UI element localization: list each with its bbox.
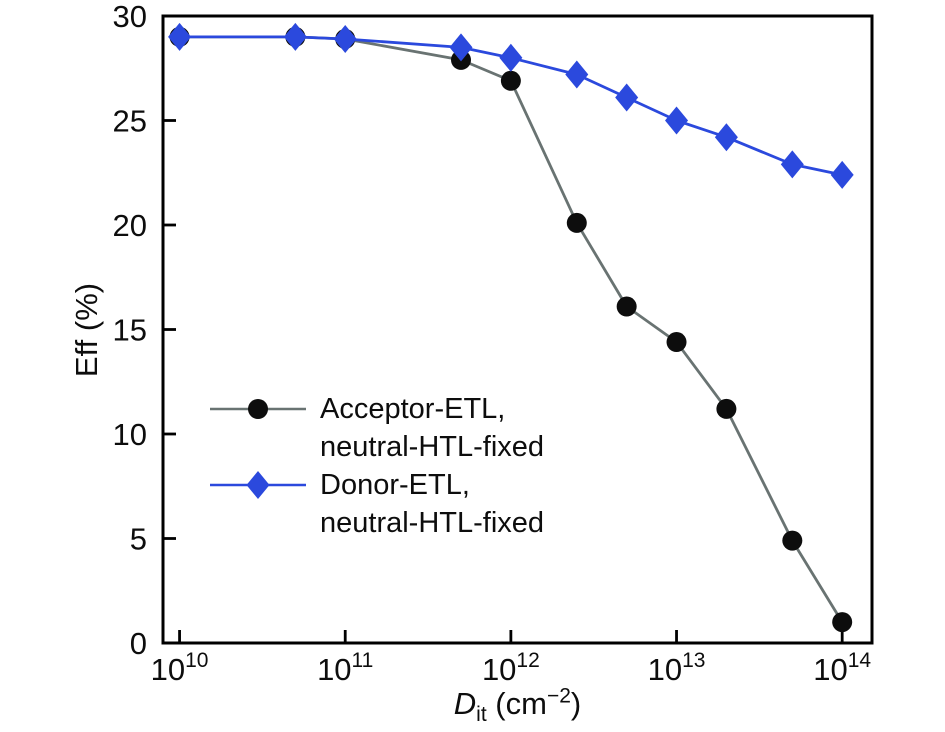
data-point-diamond <box>780 150 804 179</box>
legend-label-line1: Donor-ETL, <box>320 469 470 501</box>
x-axis-unit-exponent: −2 <box>546 684 571 708</box>
legend-label-line1: Acceptor-ETL, <box>320 393 506 425</box>
data-point-diamond <box>665 106 689 135</box>
plot-frame <box>161 14 874 645</box>
x-axis-title: Dit (cm−2) <box>163 684 872 726</box>
data-point-circle <box>666 332 687 353</box>
x-axis-unit-suffix: ) <box>570 686 582 721</box>
legend: Acceptor-ETL, neutral-HTL-fixed Donor-ET… <box>210 390 544 542</box>
data-point-diamond <box>714 123 738 152</box>
data-point-diamond <box>565 60 589 89</box>
data-point-circle <box>716 398 737 419</box>
x-tick-label: 1010 <box>151 649 209 687</box>
data-point-circle <box>616 296 637 317</box>
y-axis-title: Eff (%) <box>69 282 104 378</box>
x-axis-subscript: it <box>476 703 487 727</box>
data-point-diamond <box>615 83 639 112</box>
data-point-diamond <box>333 24 357 53</box>
legend-marker-diamond <box>210 471 306 499</box>
data-point-diamond <box>168 22 192 51</box>
data-point-circle <box>566 212 587 233</box>
legend-entry-donor-etl: Donor-ETL, neutral-HTL-fixed <box>210 466 544 542</box>
y-tick-label: 20 <box>113 208 147 243</box>
legend-text: Donor-ETL, neutral-HTL-fixed <box>320 466 544 542</box>
legend-text: Acceptor-ETL, neutral-HTL-fixed <box>320 390 544 466</box>
x-tick-label: 1011 <box>317 649 373 687</box>
data-point-diamond <box>499 43 523 72</box>
y-tick-label: 15 <box>113 313 147 348</box>
data-point-circle <box>832 612 853 633</box>
x-axis-variable: D <box>453 686 477 721</box>
x-tick-label: 1012 <box>482 649 540 687</box>
x-axis-unit-prefix: (cm <box>486 686 547 721</box>
data-point-circle <box>500 70 521 91</box>
y-tick-label: 5 <box>130 522 147 557</box>
y-tick-label: 25 <box>113 104 147 139</box>
legend-entry-acceptor-etl: Acceptor-ETL, neutral-HTL-fixed <box>210 390 544 466</box>
y-tick-label: 0 <box>130 626 147 661</box>
legend-marker-circle <box>210 399 306 419</box>
y-tick-label: 10 <box>113 417 147 452</box>
legend-label-line2: neutral-HTL-fixed <box>320 507 545 539</box>
y-tick-label: 30 <box>113 0 147 34</box>
data-point-diamond <box>283 22 307 51</box>
legend-label-line2: neutral-HTL-fixed <box>320 431 545 463</box>
x-tick-label: 1014 <box>813 649 871 687</box>
data-point-diamond <box>449 33 473 62</box>
data-point-diamond <box>830 160 854 189</box>
data-point-circle <box>782 530 803 551</box>
x-tick-label: 1013 <box>648 649 706 687</box>
